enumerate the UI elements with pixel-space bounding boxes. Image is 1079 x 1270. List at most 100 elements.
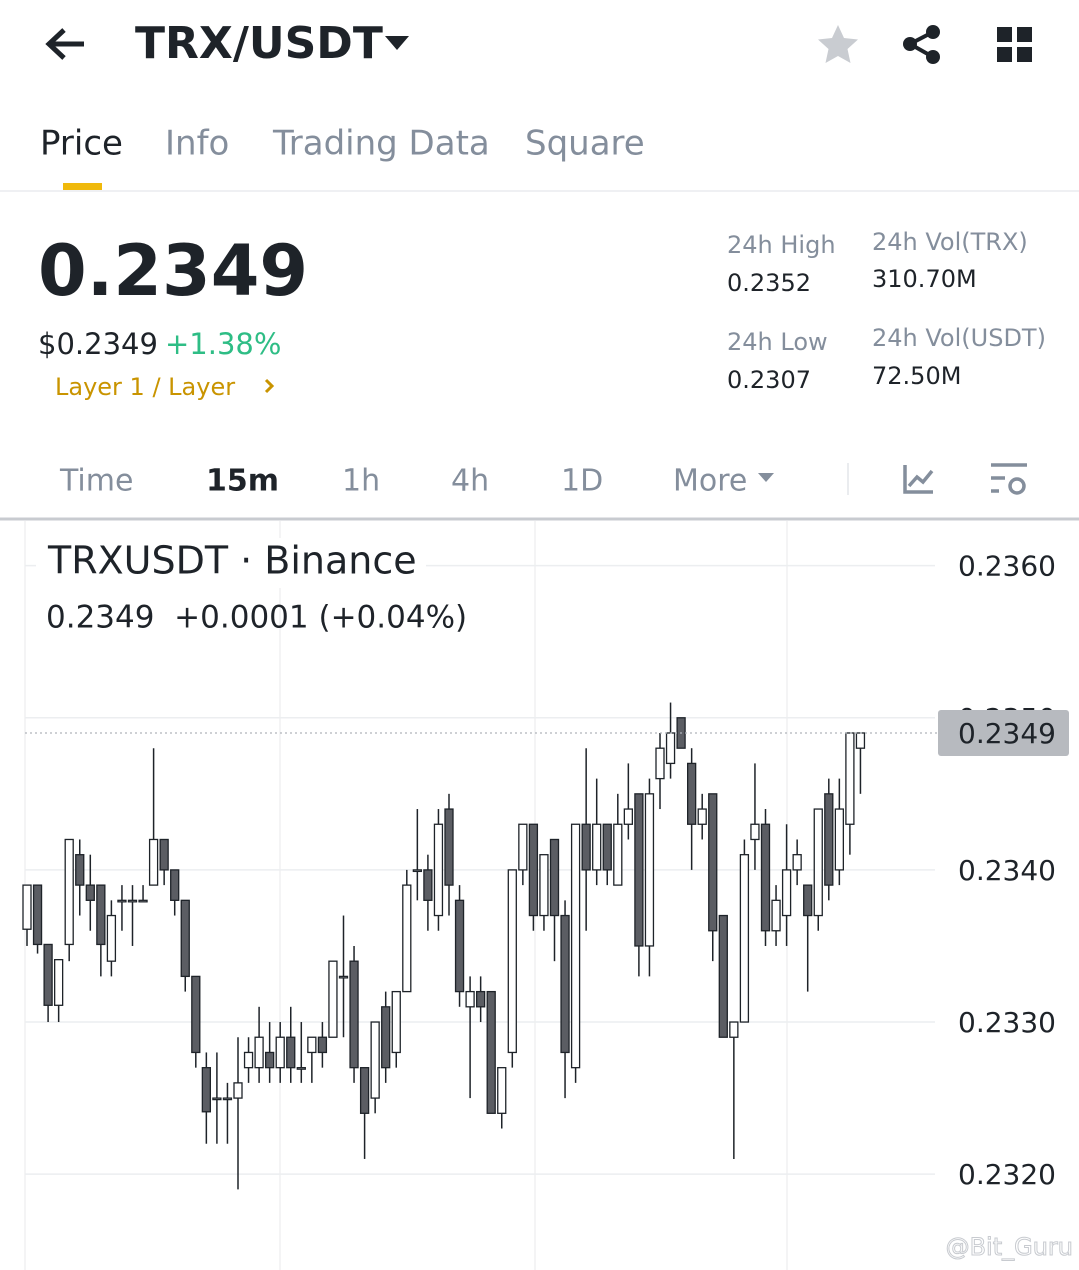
interval[interactable]: More <box>673 464 747 499</box>
candle-body <box>117 899 127 903</box>
tab[interactable]: Price <box>40 124 123 164</box>
candle-body <box>370 1021 380 1099</box>
candle-body <box>760 823 771 932</box>
stat-value: 310.70M <box>872 265 977 293</box>
candle-body <box>423 869 433 901</box>
candle-body <box>233 1082 243 1099</box>
more-dropdown[interactable] <box>758 473 774 482</box>
tab[interactable]: Info <box>165 124 229 164</box>
candle-body <box>655 747 665 780</box>
menu-grid[interactable] <box>997 27 1032 62</box>
candle-body <box>824 793 834 886</box>
candle-body <box>855 732 866 749</box>
pair-dropdown[interactable] <box>385 36 409 50</box>
stat-value: 0.2352 <box>727 269 811 297</box>
candle-body <box>581 823 591 871</box>
candle-body <box>634 793 644 947</box>
candle-body <box>739 854 750 1023</box>
candle-body <box>433 823 444 917</box>
usd-price: $0.2349 <box>38 327 158 361</box>
change-pct: +1.38% <box>165 327 281 361</box>
candle-body <box>486 990 496 1114</box>
last-price-label: 0.2349 <box>958 717 1056 750</box>
interval[interactable]: 1h <box>342 464 380 499</box>
title-backdrop <box>36 538 426 588</box>
candle-body <box>497 1067 507 1114</box>
candle-body <box>518 823 528 871</box>
tag-chevron[interactable] <box>264 378 275 394</box>
candle-body <box>212 1097 222 1101</box>
candle-body <box>687 762 697 825</box>
candle-body <box>570 823 581 1069</box>
indicator-button[interactable] <box>903 465 934 494</box>
candle-body <box>454 899 465 993</box>
candle-body <box>32 884 43 946</box>
candle-body <box>254 1036 264 1069</box>
last-price: 0.2349 <box>38 230 308 312</box>
candle-body <box>180 899 190 978</box>
candle-body <box>148 838 159 886</box>
interval[interactable]: 15m <box>206 464 279 499</box>
candle-body <box>781 869 792 917</box>
candle-body <box>381 1006 391 1069</box>
candle-body <box>307 1036 317 1054</box>
candle-body <box>191 975 201 1054</box>
y-tick-label: 0.2330 <box>958 1006 1056 1039</box>
tab-indicator <box>63 183 102 190</box>
candle-body <box>328 960 338 1038</box>
sector-tag[interactable]: Layer 1 / Layer <box>55 373 235 401</box>
tab[interactable]: Trading Data <box>272 124 490 164</box>
candle-body <box>391 990 401 1054</box>
candle-body <box>64 838 74 946</box>
candle-body <box>170 869 180 901</box>
candle-body <box>127 899 138 903</box>
candle-body <box>729 1021 739 1038</box>
candle-body <box>286 1036 296 1069</box>
candle-body <box>138 899 148 903</box>
tab[interactable]: Square <box>525 124 645 164</box>
candle-body <box>222 1097 233 1101</box>
interval[interactable]: 1D <box>561 464 603 499</box>
candle-body <box>708 793 718 932</box>
candle-body <box>507 869 517 1054</box>
candle-body <box>106 914 117 962</box>
candle-body <box>549 838 560 917</box>
watermark: @Bit_Guru <box>946 1233 1073 1261</box>
candle-body <box>613 823 623 886</box>
candle-body <box>85 884 95 901</box>
share-button[interactable] <box>903 25 940 64</box>
candle-body <box>665 732 676 765</box>
candle-body <box>296 1067 306 1070</box>
candle-body <box>644 793 655 947</box>
candle-body <box>771 899 781 932</box>
stat-value: 72.50M <box>872 362 961 390</box>
candle-body <box>412 869 423 873</box>
candle-body <box>834 808 844 871</box>
candle-body <box>697 808 707 825</box>
candle-body <box>528 823 539 917</box>
stat-label: 24h Vol(USDT) <box>872 324 1046 352</box>
candle-body <box>465 990 475 1008</box>
candle-body <box>750 823 760 841</box>
candle-body <box>43 943 53 1006</box>
favorite-star[interactable] <box>818 25 858 63</box>
stat-label: 24h Low <box>727 328 828 356</box>
candle-body <box>592 823 602 871</box>
back-button[interactable] <box>45 28 84 60</box>
settings-button[interactable] <box>991 463 1027 495</box>
pair-title[interactable]: TRX/USDT <box>135 18 383 69</box>
candle-body <box>718 914 728 1038</box>
candle-body <box>845 732 855 825</box>
interval[interactable]: Time <box>59 464 133 499</box>
candle-body <box>317 1036 328 1054</box>
candle-body <box>813 808 823 917</box>
interval[interactable]: 4h <box>451 464 489 499</box>
candle-body <box>338 975 349 979</box>
candle-body <box>96 884 106 946</box>
candle-body <box>475 990 486 1008</box>
last-price-badge <box>938 709 1069 756</box>
y-tick-label: 0.2340 <box>958 854 1056 887</box>
candle-body <box>402 884 412 993</box>
